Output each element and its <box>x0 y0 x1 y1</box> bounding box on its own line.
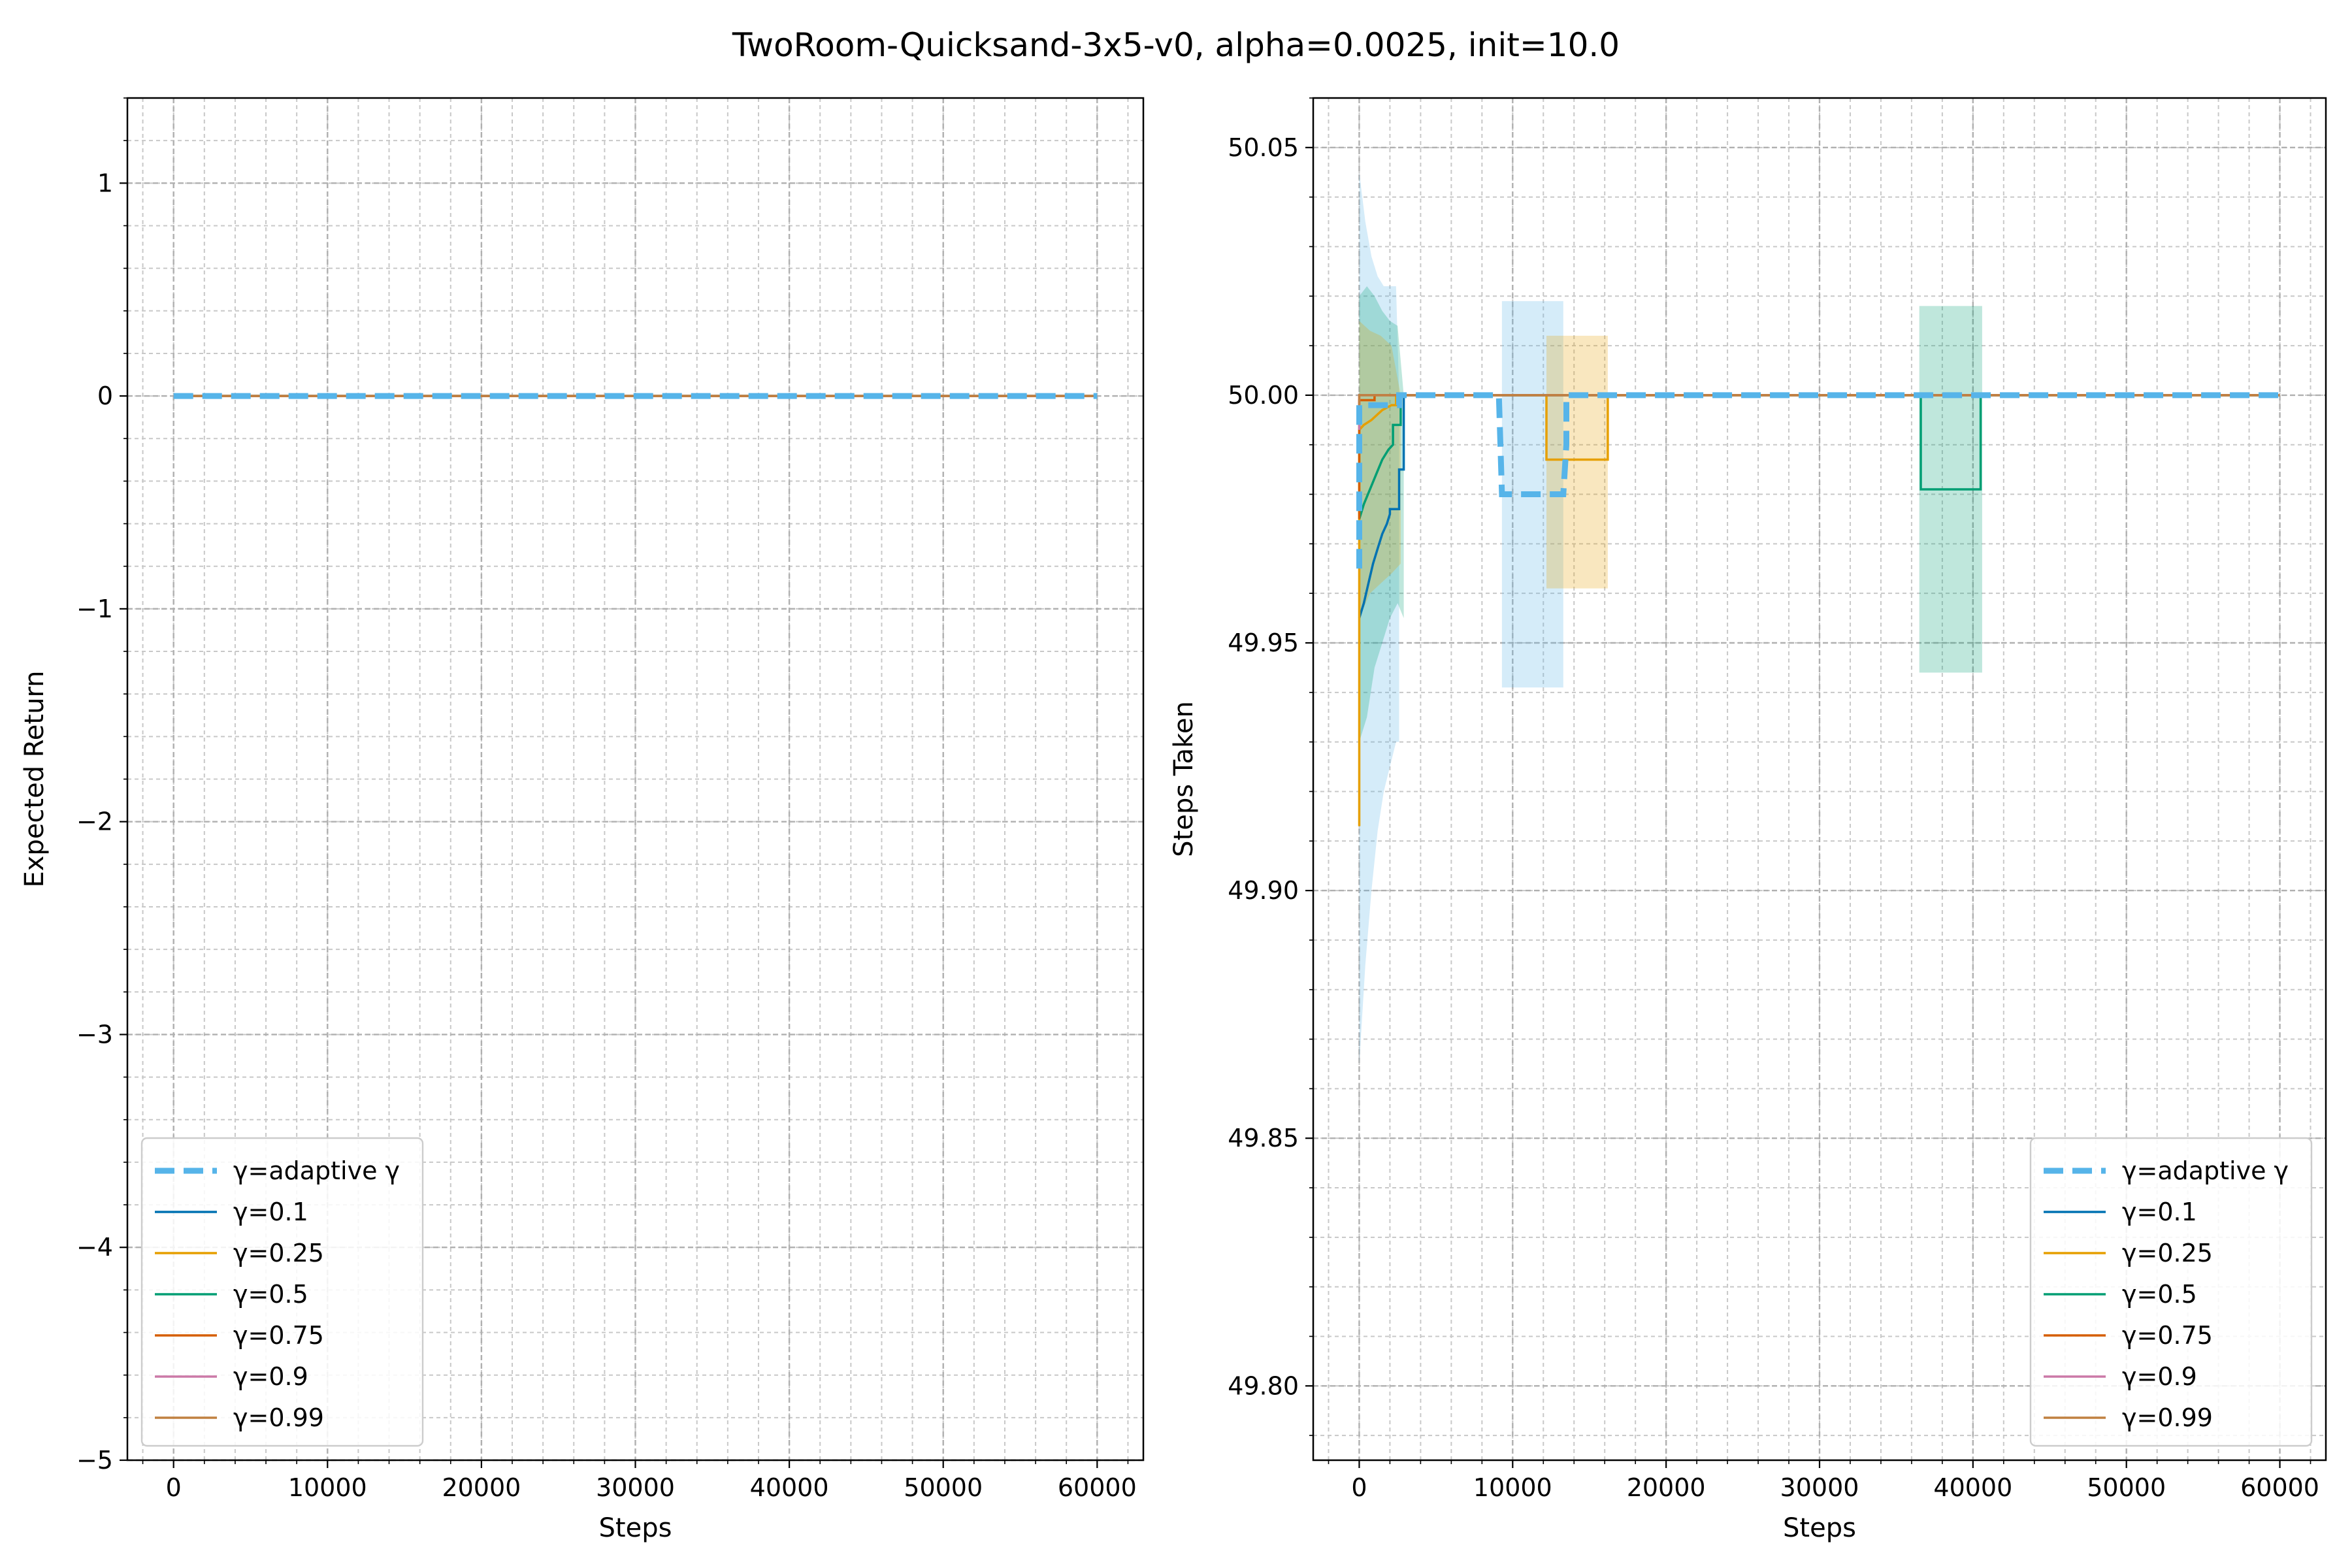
x-axis-label: Steps <box>1783 1513 1856 1543</box>
series-line-g01 <box>1358 394 2280 619</box>
x-tick-label: 10000 <box>288 1473 367 1502</box>
legend-label: γ=0.5 <box>233 1280 308 1309</box>
legend-label: γ=0.25 <box>233 1239 324 1267</box>
legend-label: γ=0.1 <box>233 1198 308 1226</box>
right-subplot-steps-taken: 0 10000 20000 30000 40000 50000 60000 50.05 50.0… <box>1169 97 2327 1543</box>
y-tick-label: 50.05 <box>1228 133 1299 162</box>
x-tick-label: 40000 <box>1933 1473 2012 1502</box>
series-line-g025 <box>1358 394 2280 826</box>
y-tick-label: 50.00 <box>1228 381 1299 410</box>
x-tick-label: 50000 <box>2087 1473 2166 1502</box>
legend-label: γ=0.99 <box>233 1403 324 1432</box>
confidence-band <box>1546 335 1608 589</box>
figure-title: TwoRoom-Quicksand-3x5-v0, alpha=0.0025, … <box>732 26 1620 64</box>
left-subplot-expected-return: 0 10000 20000 30000 40000 50000 60000 1 0 −1 −2 −3 −… <box>20 97 1145 1543</box>
x-tick-label: 30000 <box>596 1473 675 1502</box>
series-line-g05 <box>1358 394 2280 520</box>
x-tick-label: 0 <box>166 1473 182 1502</box>
y-tick-label: 49.80 <box>1228 1371 1299 1400</box>
x-tick-label: 40000 <box>750 1473 829 1502</box>
y-tick-label: 49.90 <box>1228 876 1299 905</box>
legend-label: γ=adaptive γ <box>2122 1156 2289 1185</box>
legend-label: γ=0.75 <box>233 1321 324 1350</box>
y-axis-label: Steps Taken <box>1169 701 1199 857</box>
y-tick-label: 49.95 <box>1228 629 1299 657</box>
expected-return-ticks: 0 10000 20000 30000 40000 50000 60000 1 0 −1 −2 −3 −… <box>76 97 1137 1502</box>
y-tick-label: −3 <box>76 1020 113 1049</box>
expected-return-grid <box>127 97 1143 1462</box>
y-axis-label: Expected Return <box>20 670 50 887</box>
legend-label: γ=0.1 <box>2122 1198 2197 1226</box>
series-line-adaptive <box>1356 392 2280 569</box>
y-tick-label: 1 <box>97 169 113 197</box>
legend-label: γ=0.99 <box>2122 1403 2213 1432</box>
legend-label: γ=0.9 <box>2122 1362 2197 1391</box>
legend-label: γ=0.9 <box>233 1362 308 1391</box>
steps-taken-ticks: 0 10000 20000 30000 40000 50000 60000 50.05 50.0… <box>1228 97 2319 1502</box>
x-tick-label: 20000 <box>442 1473 521 1502</box>
y-tick-label: −4 <box>76 1233 113 1262</box>
x-tick-label: 20000 <box>1627 1473 1706 1502</box>
x-tick-label: 30000 <box>1780 1473 1859 1502</box>
y-tick-label: −2 <box>76 808 113 836</box>
steps-taken-legend: γ=adaptive γ γ=0.1 γ=0.25 γ=0.5 γ=0.75 γ=0.9 γ… <box>2029 1137 2313 1447</box>
expected-return-legend: γ=adaptive γ γ=0.1 γ=0.25 γ=0.5 γ=0.75 γ=0.9 γ… <box>140 1137 424 1447</box>
x-tick-label: 10000 <box>1473 1473 1552 1502</box>
steps-taken-data <box>1356 172 2280 1064</box>
legend-frame <box>140 1137 424 1447</box>
legend-label: γ=adaptive γ <box>233 1156 400 1185</box>
legend-frame <box>2029 1137 2313 1447</box>
x-tick-label: 50000 <box>904 1473 983 1502</box>
x-tick-label: 60000 <box>1058 1473 1137 1502</box>
x-tick-label: 0 <box>1351 1473 1367 1502</box>
legend-label: γ=0.5 <box>2122 1280 2197 1309</box>
legend-label: γ=0.25 <box>2122 1239 2213 1267</box>
y-tick-label: 0 <box>97 382 113 410</box>
legend-label: γ=0.75 <box>2122 1321 2213 1350</box>
y-tick-label: −1 <box>76 595 113 623</box>
x-axis-label: Steps <box>599 1513 672 1543</box>
x-tick-label: 60000 <box>2240 1473 2319 1502</box>
y-tick-label: −5 <box>76 1446 113 1475</box>
y-tick-label: 49.85 <box>1228 1124 1299 1152</box>
